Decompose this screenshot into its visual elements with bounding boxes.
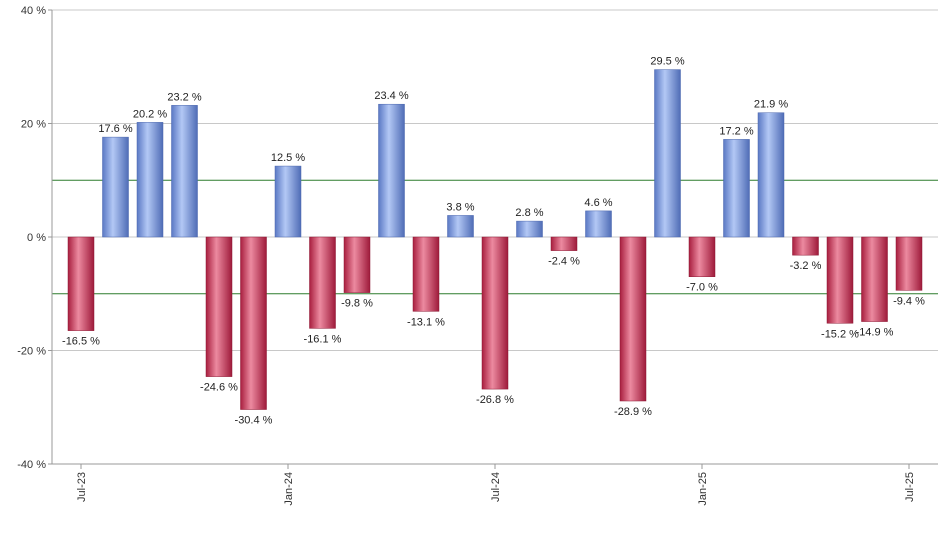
- x-tick-label: Jul-24: [490, 472, 502, 502]
- data-label: -16.1 %: [304, 333, 342, 345]
- data-label: -26.8 %: [476, 394, 514, 406]
- data-label: 23.2 %: [167, 91, 201, 103]
- data-label: 20.2 %: [133, 108, 167, 120]
- bar: [792, 236, 819, 256]
- bar: [378, 103, 405, 238]
- x-tick-label: Jul-23: [76, 472, 88, 502]
- bar: [619, 236, 647, 402]
- x-tick-label: Jan-25: [697, 472, 709, 506]
- bar: [757, 112, 785, 238]
- bar: [412, 236, 440, 312]
- y-tick-label: -40 %: [17, 459, 46, 471]
- data-label: 17.6 %: [98, 123, 132, 135]
- data-label: 29.5 %: [650, 56, 684, 68]
- data-label: 23.4 %: [374, 90, 408, 102]
- bar: [585, 210, 612, 238]
- data-label: -30.4 %: [235, 415, 273, 427]
- bar: [240, 236, 267, 410]
- data-label: 3.8 %: [446, 201, 474, 213]
- bar: [67, 236, 95, 331]
- data-label: -9.8 %: [341, 298, 373, 310]
- data-label: -16.5 %: [62, 336, 100, 348]
- bar: [171, 105, 198, 238]
- y-tick-label: -20 %: [17, 346, 46, 358]
- data-label: -28.9 %: [614, 406, 652, 418]
- data-label: -15.2 %: [821, 328, 859, 340]
- data-label: -2.4 %: [548, 256, 580, 268]
- bar: [861, 236, 888, 322]
- bar: [102, 136, 129, 238]
- bar: [516, 220, 543, 238]
- bar: [205, 236, 233, 377]
- axes: 40 % 20 % 0 % -20 % -40 % Jul-23 Jan-24 Jul-24 J…: [17, 5, 938, 506]
- data-label: 4.6 %: [584, 197, 612, 209]
- bar: [309, 236, 336, 329]
- bar: [343, 236, 371, 293]
- bar: [895, 236, 923, 291]
- bar: [654, 69, 681, 238]
- data-label: 2.8 %: [515, 207, 543, 219]
- data-label: 21.9 %: [754, 99, 788, 111]
- bars: [67, 69, 923, 410]
- y-tick-label: 40 %: [21, 5, 46, 17]
- bar: [136, 122, 164, 238]
- y-tick-label: 0 %: [27, 232, 46, 244]
- data-labels: -16.5 % 17.6 %20.2 %23.2 % -24.6 % -30.4 % 1…: [62, 56, 925, 427]
- data-label: -24.6 %: [200, 382, 238, 394]
- data-label: -7.0 %: [686, 282, 718, 294]
- bar: [688, 236, 716, 277]
- x-tick-label: Jan-24: [283, 472, 295, 506]
- bar: [447, 215, 474, 238]
- bar: [826, 236, 854, 324]
- data-label: -13.1 %: [407, 316, 445, 328]
- data-label: 17.2 %: [719, 125, 753, 137]
- bar: [723, 139, 750, 238]
- data-label: -3.2 %: [790, 260, 822, 272]
- bar: [481, 236, 509, 390]
- data-label: -9.4 %: [893, 295, 925, 307]
- bar: [274, 165, 302, 238]
- y-tick-label: 20 %: [21, 119, 46, 131]
- bar: [550, 236, 578, 251]
- data-label: -14.9 %: [856, 327, 894, 339]
- x-tick-label: Jul-25: [904, 472, 916, 502]
- data-label: 12.5 %: [271, 152, 305, 164]
